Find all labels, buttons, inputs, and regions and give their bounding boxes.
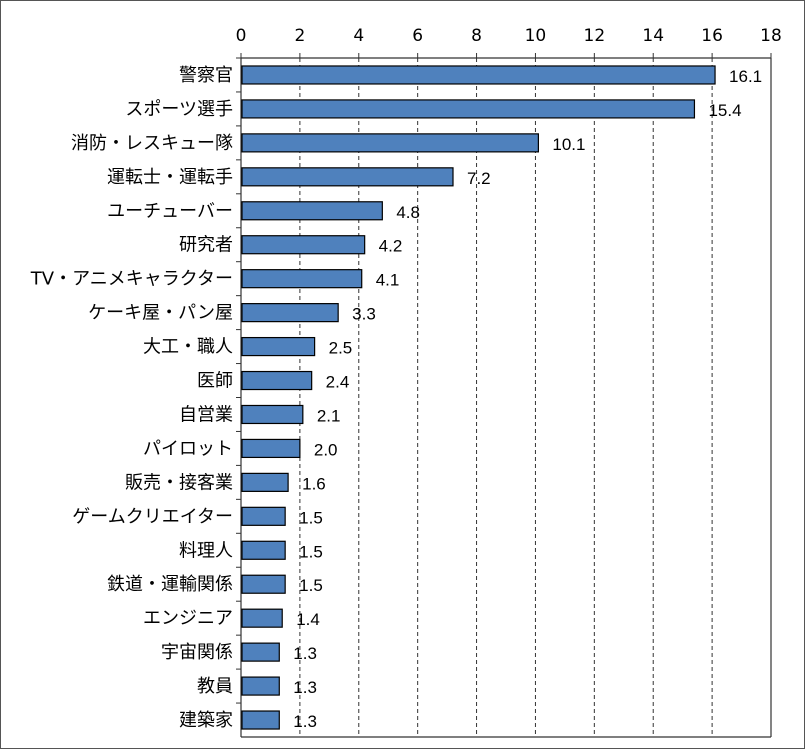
data-label: 2.1 xyxy=(317,406,341,425)
data-label: 4.8 xyxy=(396,203,420,222)
bar xyxy=(241,574,286,594)
category-label: 料理人 xyxy=(179,540,233,561)
category-label: 教員 xyxy=(197,676,233,697)
category-label: 消防・レスキュー隊 xyxy=(71,133,233,154)
data-label: 1.3 xyxy=(293,678,317,697)
bar xyxy=(241,438,301,459)
bar xyxy=(241,506,286,526)
x-tick-label: 8 xyxy=(471,26,482,46)
category-label: 鉄道・運輸関係 xyxy=(107,574,233,595)
data-label: 1.5 xyxy=(299,576,323,595)
bar xyxy=(241,472,289,492)
data-label: 2.5 xyxy=(329,339,353,358)
bar xyxy=(241,65,716,85)
bar xyxy=(241,642,280,662)
data-label: 7.2 xyxy=(467,169,491,188)
category-label: 研究者 xyxy=(179,235,233,256)
bar xyxy=(241,99,696,119)
bar xyxy=(241,710,280,730)
bar xyxy=(241,167,454,187)
data-label: 1.4 xyxy=(296,610,320,629)
bar xyxy=(241,269,363,289)
x-tick-label: 2 xyxy=(294,26,305,46)
x-tick-label: 18 xyxy=(760,26,782,46)
data-label: 16.1 xyxy=(729,67,762,86)
category-label: 自営業 xyxy=(179,404,233,425)
category-label: ゲームクリエイター xyxy=(72,506,233,527)
category-label: スポーツ選手 xyxy=(125,99,233,120)
x-tick-label: 10 xyxy=(525,26,547,46)
bar xyxy=(241,608,283,628)
category-label: 大工・職人 xyxy=(143,337,233,358)
category-label: 警察官 xyxy=(179,65,233,86)
category-label: エンジニア xyxy=(143,608,233,629)
category-label: 販売・接客業 xyxy=(125,472,233,493)
bar xyxy=(241,303,339,323)
category-label: 宇宙関係 xyxy=(161,642,233,663)
bar xyxy=(241,133,539,153)
data-label: 1.6 xyxy=(302,474,326,493)
data-label: 2.0 xyxy=(314,440,338,459)
data-label: 1.3 xyxy=(293,712,317,731)
bar xyxy=(241,404,304,425)
bar xyxy=(241,201,383,221)
category-label: ケーキ屋・パン屋 xyxy=(88,303,233,324)
data-label: 2.4 xyxy=(326,373,350,392)
bar xyxy=(241,370,313,391)
data-label: 4.1 xyxy=(376,271,400,290)
data-label: 4.2 xyxy=(379,237,403,256)
data-label: 1.3 xyxy=(293,644,317,663)
x-tick-label: 6 xyxy=(412,26,423,46)
x-tick-label: 12 xyxy=(584,26,606,46)
x-tick-label: 0 xyxy=(236,26,247,46)
category-label: 医師 xyxy=(197,371,233,392)
data-label: 10.1 xyxy=(552,135,585,154)
data-label: 1.5 xyxy=(299,508,323,527)
category-label: 運転士・運転手 xyxy=(107,167,233,188)
x-tick-label: 16 xyxy=(701,26,723,46)
category-label: 建築家 xyxy=(179,710,233,731)
data-label: 3.3 xyxy=(352,305,376,324)
category-label: ユーチューバー xyxy=(107,201,233,222)
bar xyxy=(241,336,316,357)
x-tick-label: 14 xyxy=(642,26,664,46)
bar xyxy=(241,540,286,560)
bar xyxy=(241,676,280,696)
data-label: 1.5 xyxy=(299,542,323,561)
data-label: 15.4 xyxy=(708,101,741,120)
category-label: TV・アニメキャラクター xyxy=(30,269,233,290)
category-label: パイロット xyxy=(143,438,233,459)
bar xyxy=(241,235,366,255)
x-tick-label: 4 xyxy=(353,26,364,46)
